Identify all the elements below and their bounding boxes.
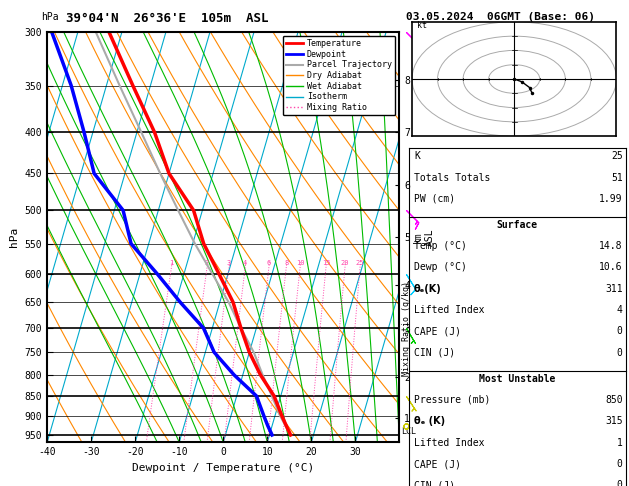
Text: θₑ(K): θₑ(K) [414, 284, 442, 294]
Text: Lifted Index: Lifted Index [414, 438, 484, 448]
Text: 0: 0 [617, 327, 623, 336]
Text: 39°04'N  26°36'E  105m  ASL: 39°04'N 26°36'E 105m ASL [66, 12, 269, 25]
Text: 2: 2 [205, 260, 209, 266]
Text: Pressure (mb): Pressure (mb) [414, 395, 490, 405]
Text: 8: 8 [284, 260, 288, 266]
Text: Totals Totals: Totals Totals [414, 173, 490, 183]
Text: 03.05.2024  06GMT (Base: 06): 03.05.2024 06GMT (Base: 06) [406, 12, 594, 22]
Text: Lifted Index: Lifted Index [414, 305, 484, 315]
Text: 10.6: 10.6 [599, 262, 623, 272]
Text: 4: 4 [617, 305, 623, 315]
Text: 0: 0 [617, 459, 623, 469]
Text: 1.99: 1.99 [599, 194, 623, 204]
Text: 0: 0 [617, 348, 623, 358]
Text: 51: 51 [611, 173, 623, 183]
Legend: Temperature, Dewpoint, Parcel Trajectory, Dry Adiabat, Wet Adiabat, Isotherm, Mi: Temperature, Dewpoint, Parcel Trajectory… [283, 36, 395, 115]
Text: K: K [414, 151, 420, 161]
Text: 6: 6 [267, 260, 271, 266]
Text: 4: 4 [243, 260, 247, 266]
Text: 3: 3 [227, 260, 231, 266]
Text: 14.8: 14.8 [599, 241, 623, 251]
Text: 1: 1 [617, 438, 623, 448]
Text: kt: kt [417, 20, 427, 30]
X-axis label: Dewpoint / Temperature (°C): Dewpoint / Temperature (°C) [132, 463, 314, 473]
Text: CAPE (J): CAPE (J) [414, 327, 461, 336]
Text: 20: 20 [341, 260, 349, 266]
Text: 25: 25 [611, 151, 623, 161]
Text: 311: 311 [605, 284, 623, 294]
Text: 10: 10 [296, 260, 304, 266]
Text: θₑ (K): θₑ (K) [414, 417, 445, 426]
Text: 850: 850 [605, 395, 623, 405]
Text: PW (cm): PW (cm) [414, 194, 455, 204]
Y-axis label: hPa: hPa [9, 227, 19, 247]
Text: Most Unstable: Most Unstable [479, 374, 555, 383]
Text: 1: 1 [169, 260, 174, 266]
Y-axis label: km
ASL: km ASL [413, 228, 435, 246]
Text: Temp (°C): Temp (°C) [414, 241, 467, 251]
Text: 15: 15 [321, 260, 330, 266]
Text: CIN (J): CIN (J) [414, 348, 455, 358]
Text: hPa: hPa [41, 12, 58, 22]
Text: LCL: LCL [401, 427, 416, 436]
Text: CAPE (J): CAPE (J) [414, 459, 461, 469]
Text: Surface: Surface [497, 220, 538, 229]
Text: CIN (J): CIN (J) [414, 481, 455, 486]
Text: Mixing Ratio (g/kg): Mixing Ratio (g/kg) [402, 280, 411, 376]
Text: Dewp (°C): Dewp (°C) [414, 262, 467, 272]
Text: 0: 0 [617, 481, 623, 486]
Text: 315: 315 [605, 417, 623, 426]
Text: 25: 25 [356, 260, 364, 266]
